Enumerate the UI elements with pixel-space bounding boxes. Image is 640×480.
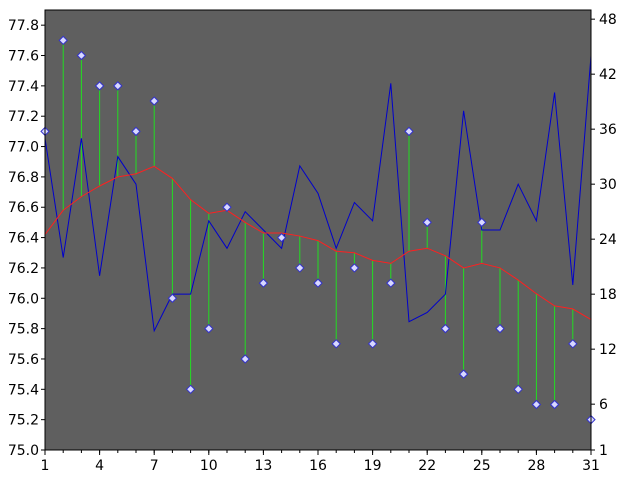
- lines-layer: [44, 55, 592, 333]
- data-point-27: [513, 384, 523, 395]
- data-point-10: [204, 323, 214, 334]
- right-tick-label: 1: [599, 443, 608, 459]
- right-tick-label: 36: [599, 122, 617, 138]
- data-point-13: [258, 278, 269, 288]
- data-point-16: [313, 278, 323, 288]
- data-point-22: [422, 217, 432, 228]
- data-point-4: [94, 81, 105, 91]
- right-tick-label: 6: [599, 397, 608, 413]
- left-tick-label: 76.4: [8, 231, 39, 247]
- left-tick-label: 75.8: [8, 322, 39, 338]
- x-tick-label: 16: [309, 458, 327, 474]
- data-point-28: [531, 399, 542, 410]
- data-point-7: [149, 96, 159, 106]
- left-tick-label: 77.8: [8, 18, 39, 34]
- data-point-25: [477, 217, 487, 228]
- x-tick-label: 31: [582, 458, 600, 474]
- data-point-19: [367, 339, 378, 349]
- x-tick-label: 22: [418, 458, 436, 474]
- x-tick-label: 7: [150, 458, 159, 474]
- data-point-29: [549, 399, 560, 410]
- data-point-18: [349, 263, 360, 273]
- left-tick-label: 76.8: [8, 170, 39, 186]
- data-point-6: [131, 126, 141, 137]
- x-tick-label: 28: [527, 458, 545, 474]
- left-tick-label: 77.6: [8, 49, 39, 65]
- markers-layer: [40, 35, 596, 425]
- data-point-3: [76, 50, 87, 61]
- right-tick-label: 30: [599, 177, 617, 193]
- right-tick-label: 48: [599, 12, 617, 28]
- x-tick-label: 19: [364, 458, 382, 474]
- left-tick-label: 75.6: [8, 352, 39, 368]
- left-tick-label: 76.6: [8, 200, 39, 216]
- x-tick-label: 10: [200, 458, 218, 474]
- data-point-11: [222, 202, 232, 212]
- right-tick-label: 24: [599, 232, 617, 248]
- left-tick-label: 77.2: [8, 109, 39, 125]
- series-line-left-axis: [44, 165, 592, 320]
- data-point-5: [113, 81, 123, 91]
- data-point-9: [185, 384, 196, 395]
- right-tick-label: 12: [599, 342, 617, 358]
- plot-area: [45, 10, 591, 450]
- data-point-23: [440, 323, 451, 334]
- left-tick-label: 75.4: [8, 382, 39, 398]
- left-tick-label: 75.0: [8, 443, 39, 459]
- left-tick-label: 76.0: [8, 291, 39, 307]
- left-tick-label: 77.0: [8, 140, 39, 156]
- left-tick-label: 76.2: [8, 261, 39, 277]
- right-tick-label: 42: [599, 67, 617, 83]
- data-point-26: [495, 323, 505, 334]
- x-tick-label: 13: [254, 458, 272, 474]
- data-point-21: [404, 126, 414, 137]
- axes-layer: 75.0 75.2 75.4 75.6 75.8 76.0 76.2 76.4 76.6 76.8…: [8, 9, 617, 474]
- data-point-15: [295, 263, 305, 273]
- data-point-14: [276, 232, 287, 243]
- right-tick-label: 18: [599, 287, 617, 303]
- data-point-12: [240, 354, 250, 364]
- data-point-20: [386, 278, 396, 288]
- data-point-24: [458, 369, 469, 379]
- x-tick-label: 25: [473, 458, 491, 474]
- left-tick-label: 75.2: [8, 413, 39, 429]
- data-point-2: [58, 35, 68, 46]
- left-tick-label: 77.4: [8, 79, 39, 95]
- data-point-30: [568, 339, 578, 349]
- data-point-17: [331, 339, 341, 349]
- data-point-8: [167, 293, 178, 303]
- x-tick-label: 1: [41, 458, 50, 474]
- series-line-right-axis: [44, 55, 592, 333]
- x-tick-label: 4: [95, 458, 104, 474]
